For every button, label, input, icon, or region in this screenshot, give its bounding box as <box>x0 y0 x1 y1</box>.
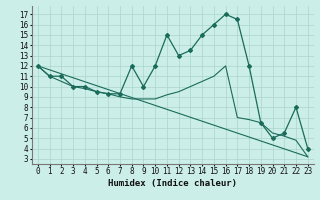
X-axis label: Humidex (Indice chaleur): Humidex (Indice chaleur) <box>108 179 237 188</box>
